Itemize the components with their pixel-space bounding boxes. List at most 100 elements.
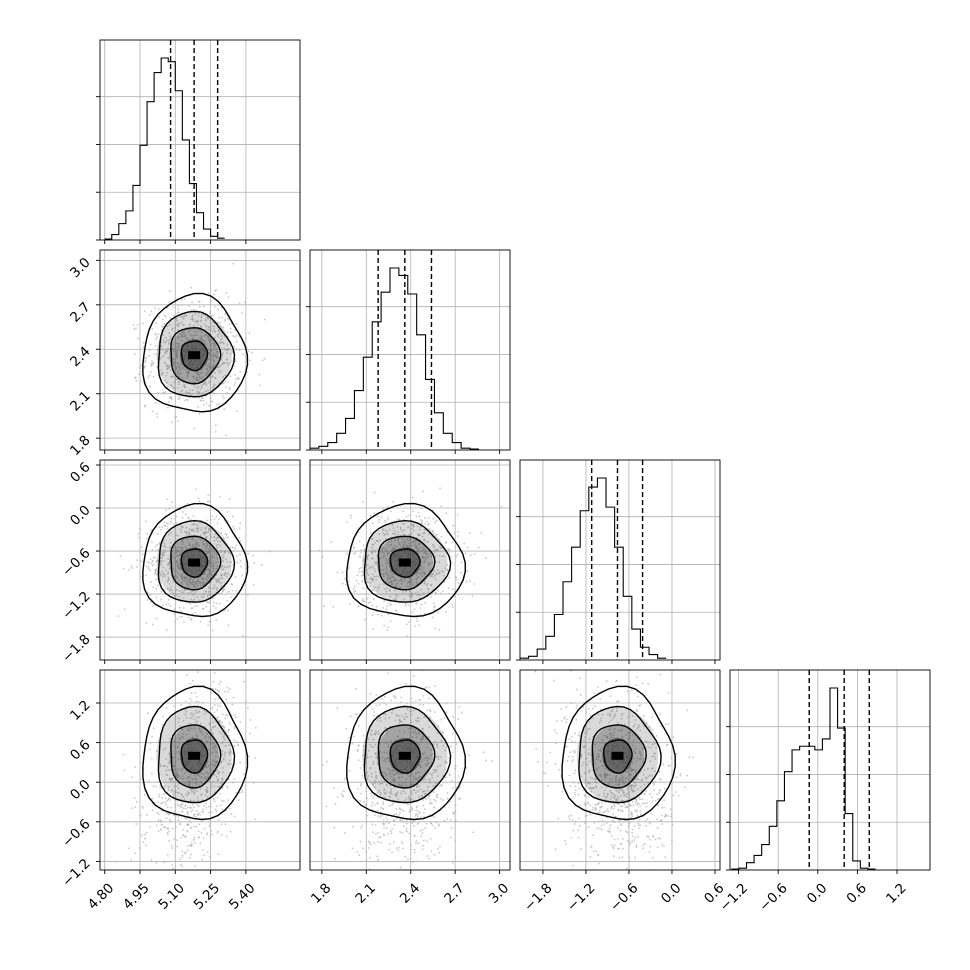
sample-point bbox=[174, 342, 177, 345]
sample-point bbox=[416, 576, 419, 579]
sample-point bbox=[194, 313, 196, 316]
sample-point bbox=[231, 515, 234, 518]
sample-point bbox=[426, 855, 429, 857]
sample-point bbox=[154, 333, 156, 335]
sample-point bbox=[393, 695, 396, 698]
sample-point bbox=[417, 717, 420, 720]
sample-point bbox=[180, 582, 183, 585]
sample-point bbox=[195, 809, 198, 812]
sample-point bbox=[457, 582, 460, 584]
sample-point bbox=[168, 561, 171, 564]
sample-point bbox=[399, 785, 402, 787]
sample-point bbox=[220, 364, 223, 367]
sample-point bbox=[391, 769, 394, 771]
sample-point bbox=[208, 363, 211, 365]
sample-point bbox=[387, 743, 390, 746]
sample-point bbox=[349, 603, 351, 605]
sample-point bbox=[198, 500, 201, 503]
sample-point bbox=[195, 372, 198, 375]
sample-point bbox=[383, 771, 385, 774]
sample-point bbox=[195, 587, 198, 590]
sample-point bbox=[430, 822, 432, 824]
sample-point bbox=[187, 517, 190, 520]
sample-point bbox=[212, 765, 215, 768]
sample-point bbox=[609, 715, 612, 717]
sample-point bbox=[169, 364, 172, 366]
sample-point bbox=[207, 624, 209, 627]
sample-point bbox=[196, 774, 199, 777]
sample-point bbox=[205, 711, 208, 714]
sample-point bbox=[208, 349, 211, 352]
sample-point bbox=[388, 843, 391, 845]
sample-point bbox=[213, 785, 216, 788]
sample-point bbox=[212, 732, 215, 735]
sample-point bbox=[183, 621, 185, 624]
sample-point bbox=[151, 564, 154, 567]
sample-point bbox=[374, 824, 377, 826]
sample-point bbox=[193, 583, 196, 585]
sample-point bbox=[209, 312, 211, 315]
sample-point bbox=[211, 366, 214, 369]
sample-point bbox=[384, 796, 386, 799]
sample-point bbox=[165, 569, 168, 572]
sample-point bbox=[636, 708, 638, 711]
sample-point bbox=[249, 359, 252, 362]
sample-point bbox=[159, 561, 162, 564]
sample-point bbox=[174, 745, 176, 748]
sample-point bbox=[390, 579, 393, 582]
sample-point bbox=[434, 768, 437, 771]
sample-point bbox=[635, 800, 638, 803]
sample-point bbox=[212, 780, 215, 783]
sample-point bbox=[175, 355, 178, 358]
sample-point bbox=[215, 805, 218, 808]
sample-point bbox=[587, 753, 590, 756]
sample-point bbox=[171, 789, 173, 791]
sample-point bbox=[383, 552, 386, 555]
sample-point bbox=[409, 727, 412, 730]
sample-point bbox=[422, 798, 424, 801]
sample-point bbox=[388, 768, 391, 771]
sample-point bbox=[151, 809, 154, 812]
sample-point bbox=[177, 816, 180, 818]
sample-point bbox=[223, 609, 226, 612]
sample-point bbox=[436, 732, 439, 734]
sample-point bbox=[381, 815, 384, 817]
sample-point bbox=[393, 577, 396, 580]
sample-point bbox=[233, 528, 236, 530]
sample-point bbox=[640, 779, 643, 782]
sample-point bbox=[227, 572, 229, 575]
sample-point bbox=[372, 783, 375, 786]
sample-point bbox=[450, 745, 453, 748]
sample-point bbox=[217, 853, 220, 856]
sample-point bbox=[195, 376, 198, 379]
sample-point bbox=[416, 547, 418, 550]
sample-point bbox=[415, 602, 418, 605]
sample-point bbox=[405, 872, 407, 874]
sample-point bbox=[211, 554, 213, 557]
sample-point bbox=[205, 325, 208, 328]
sample-point bbox=[147, 591, 149, 594]
sample-point bbox=[415, 813, 418, 816]
sample-point bbox=[453, 532, 456, 534]
sample-point bbox=[419, 568, 421, 571]
sample-point bbox=[150, 529, 152, 532]
sample-point bbox=[635, 771, 638, 774]
sample-point bbox=[363, 548, 366, 551]
sample-point bbox=[193, 774, 196, 777]
sample-point bbox=[409, 710, 411, 713]
sample-point bbox=[145, 520, 147, 523]
sample-point bbox=[426, 520, 429, 523]
sample-point bbox=[394, 697, 397, 699]
sample-point bbox=[186, 376, 188, 379]
sample-point bbox=[196, 334, 198, 337]
sample-point bbox=[436, 796, 439, 799]
sample-point bbox=[399, 882, 401, 884]
sample-point bbox=[173, 364, 176, 367]
sample-point bbox=[176, 576, 179, 579]
sample-point bbox=[226, 785, 228, 788]
sample-point bbox=[182, 591, 185, 594]
sample-point bbox=[362, 600, 365, 603]
sample-point bbox=[406, 635, 409, 638]
sample-point bbox=[422, 804, 425, 807]
sample-point bbox=[175, 548, 177, 551]
